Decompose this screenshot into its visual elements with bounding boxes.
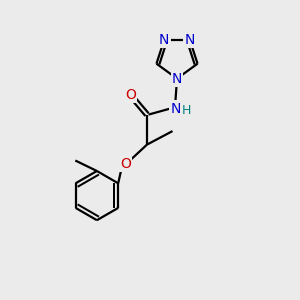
Text: N: N (184, 32, 195, 46)
Text: N: N (159, 32, 169, 46)
Text: O: O (120, 157, 131, 171)
Text: N: N (170, 102, 181, 116)
Text: O: O (125, 88, 136, 102)
Text: H: H (181, 104, 191, 118)
Text: N: N (172, 72, 182, 86)
